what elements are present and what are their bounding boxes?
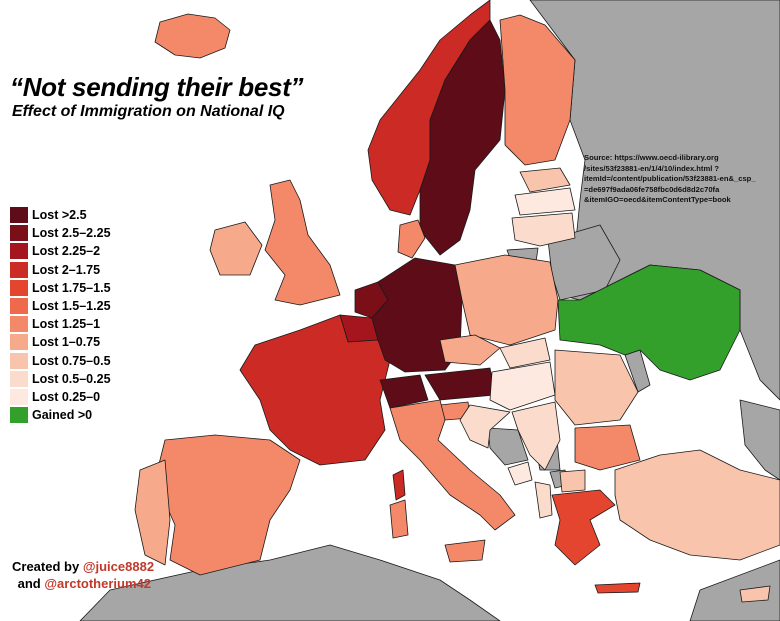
legend-label: Lost 1.75–1.5 bbox=[32, 280, 111, 295]
austria bbox=[424, 367, 496, 401]
serbia bbox=[511, 401, 561, 471]
romania bbox=[554, 349, 639, 426]
crete bbox=[594, 582, 641, 594]
legend: Lost >2.5 Lost 2.5–2.25 Lost 2.25–2 Lost… bbox=[10, 206, 111, 424]
legend-label: Lost 1–0.75 bbox=[32, 335, 101, 350]
legend-item: Lost 0.5–0.25 bbox=[10, 370, 111, 388]
hungary bbox=[489, 361, 556, 411]
legend-label: Lost 0.75–0.5 bbox=[32, 353, 111, 368]
germany bbox=[371, 257, 463, 373]
ukraine bbox=[557, 264, 741, 381]
legend-label: Lost 0.5–0.25 bbox=[32, 371, 111, 386]
legend-swatch bbox=[10, 261, 28, 278]
middle-east bbox=[689, 559, 780, 621]
legend-item: Lost 1.5–1.25 bbox=[10, 297, 111, 315]
legend-item: Lost 0.25–0 bbox=[10, 388, 111, 406]
ireland bbox=[209, 221, 263, 276]
corsica bbox=[392, 469, 406, 501]
legend-label: Lost 2.25–2 bbox=[32, 244, 101, 259]
albania bbox=[534, 481, 553, 519]
poland bbox=[454, 254, 559, 346]
turkey-east bbox=[739, 399, 780, 481]
switzerland bbox=[379, 374, 429, 409]
legend-swatch bbox=[10, 334, 28, 351]
legend-item: Lost 2.25–2 bbox=[10, 242, 111, 260]
legend-item: Lost 2.5–2.25 bbox=[10, 224, 111, 242]
legend-label: Lost 0.25–0 bbox=[32, 389, 101, 404]
legend-swatch bbox=[10, 316, 28, 333]
legend-item: Lost 2–1.75 bbox=[10, 261, 111, 279]
sardinia bbox=[389, 499, 409, 539]
latvia bbox=[514, 187, 576, 216]
legend-swatch bbox=[10, 225, 28, 242]
montenegro bbox=[507, 461, 533, 486]
source-url: https://www.oecd-ilibrary.org /sites/53f… bbox=[584, 153, 756, 205]
finland bbox=[499, 14, 576, 166]
credits: Created by @juice8882 and @arctotherium4… bbox=[12, 558, 154, 592]
legend-label: Gained >0 bbox=[32, 408, 93, 423]
legend-swatch bbox=[10, 207, 28, 224]
bulgaria bbox=[574, 424, 641, 471]
great-britain bbox=[264, 179, 341, 306]
legend-label: Lost 1.5–1.25 bbox=[32, 299, 111, 314]
denmark bbox=[397, 219, 426, 259]
cyprus bbox=[739, 585, 771, 603]
legend-item: Lost >2.5 bbox=[10, 206, 111, 224]
legend-swatch bbox=[10, 352, 28, 369]
legend-swatch bbox=[10, 407, 28, 424]
portugal bbox=[134, 459, 171, 566]
north-macedonia bbox=[559, 469, 586, 493]
credits-line-1: Created by @juice8882 bbox=[12, 558, 154, 575]
sweden bbox=[419, 19, 506, 256]
author-handle-2[interactable]: @arctotherium42 bbox=[44, 576, 151, 591]
sicily bbox=[444, 539, 486, 563]
legend-swatch bbox=[10, 279, 28, 296]
legend-label: Lost >2.5 bbox=[32, 208, 87, 223]
legend-item: Lost 0.75–0.5 bbox=[10, 352, 111, 370]
estonia bbox=[519, 167, 571, 193]
slovakia bbox=[499, 337, 551, 369]
north-africa bbox=[79, 544, 501, 621]
legend-swatch bbox=[10, 388, 28, 405]
czechia bbox=[439, 334, 501, 366]
source-label: Source: bbox=[584, 153, 613, 162]
france bbox=[239, 314, 391, 466]
bosnia bbox=[487, 427, 529, 466]
iceland bbox=[154, 13, 231, 59]
lithuania bbox=[511, 212, 576, 247]
created-by-text: Created by bbox=[12, 559, 80, 574]
spain bbox=[154, 434, 301, 576]
legend-label: Lost 2–1.75 bbox=[32, 262, 101, 277]
legend-item: Gained >0 bbox=[10, 406, 111, 424]
map-subtitle: Effect of Immigration on National IQ bbox=[12, 103, 285, 120]
legend-swatch bbox=[10, 243, 28, 260]
italy bbox=[389, 399, 516, 531]
legend-item: Lost 1–0.75 bbox=[10, 333, 111, 351]
turkey bbox=[614, 449, 780, 561]
legend-label: Lost 2.5–2.25 bbox=[32, 226, 111, 241]
map-title: “Not sending their best” bbox=[10, 72, 304, 102]
source-citation: Source: https://www.oecd-ilibrary.org /s… bbox=[584, 153, 774, 206]
greece bbox=[551, 489, 616, 566]
croatia bbox=[459, 404, 511, 449]
legend-swatch bbox=[10, 298, 28, 315]
legend-item: Lost 1.75–1.5 bbox=[10, 279, 111, 297]
author-handle-1[interactable]: @juice8882 bbox=[82, 559, 155, 574]
legend-item: Lost 1.25–1 bbox=[10, 315, 111, 333]
credits-line-2: and @arctotherium42 bbox=[12, 575, 154, 592]
legend-swatch bbox=[10, 370, 28, 387]
legend-label: Lost 1.25–1 bbox=[32, 317, 101, 332]
and-text: and bbox=[17, 576, 41, 591]
